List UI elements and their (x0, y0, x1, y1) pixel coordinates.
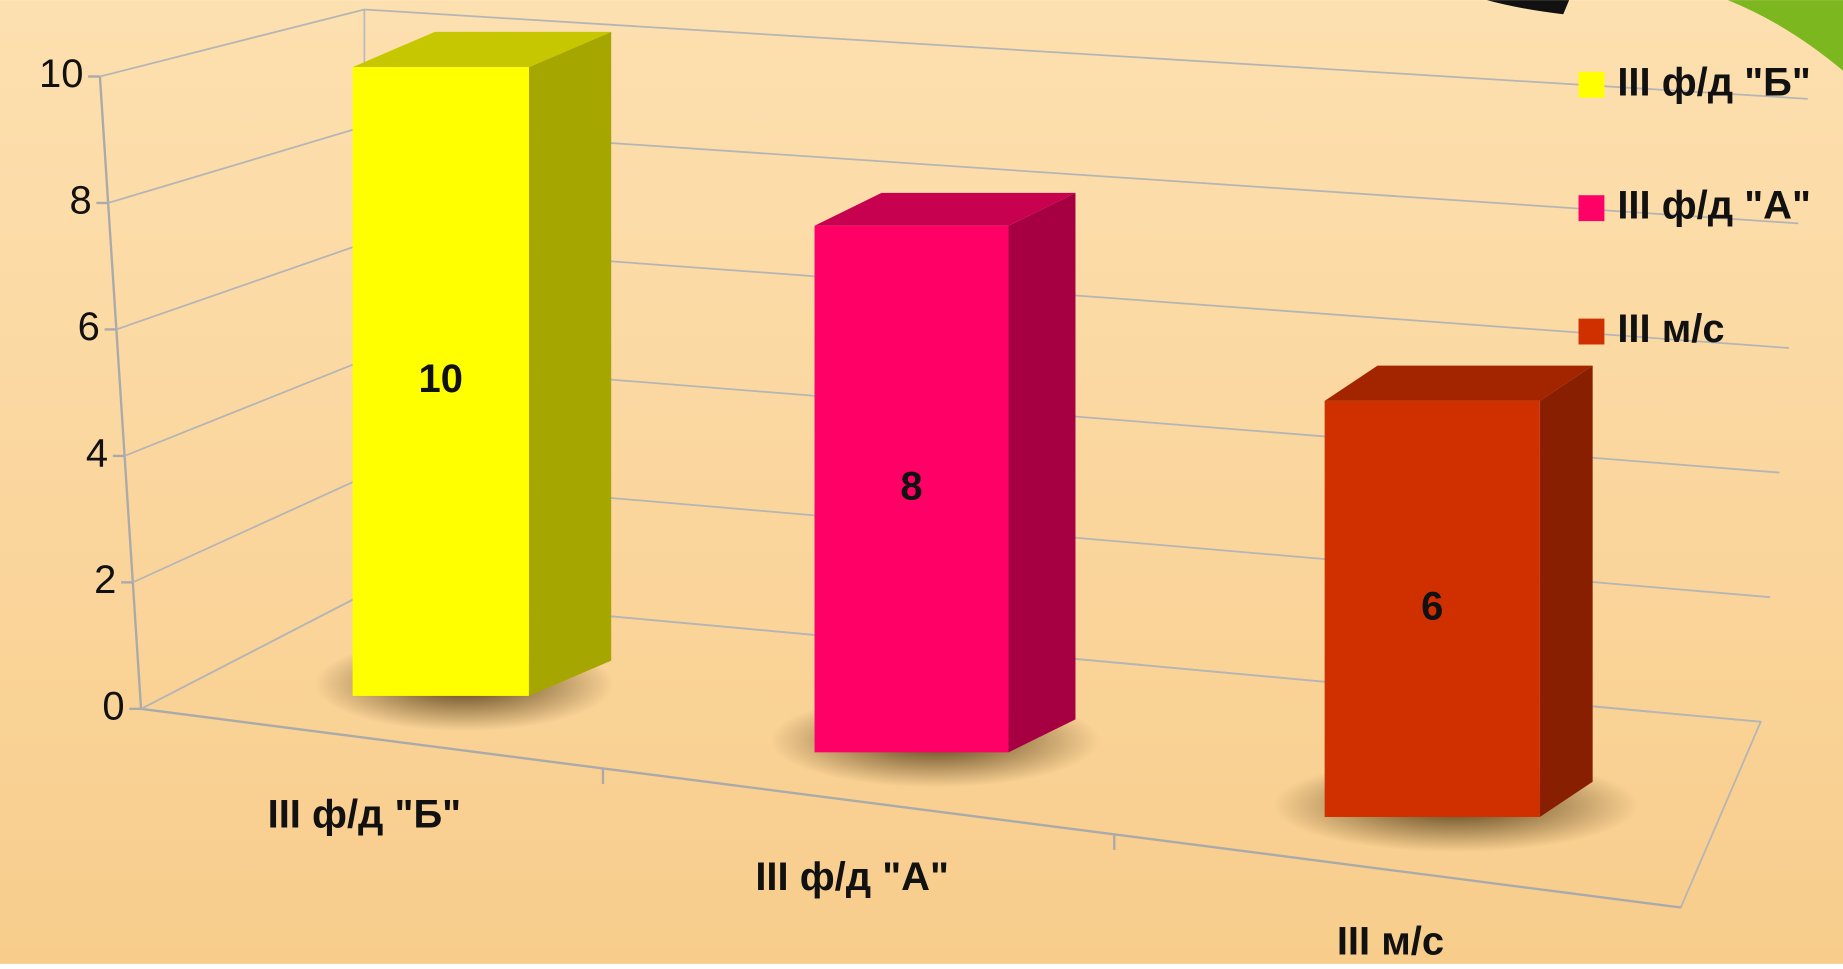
legend-swatch (1578, 195, 1605, 222)
data-label: 10 (419, 357, 463, 401)
bar-side (1008, 192, 1076, 753)
x-axis (140, 707, 1681, 909)
legend-label: III м/с (1617, 307, 1724, 351)
decoration (1727, 0, 1843, 71)
y-tick-label: 2 (94, 558, 116, 602)
bar (352, 67, 529, 696)
legend-swatch (1578, 71, 1605, 98)
legend-label: III ф/д "А" (1617, 184, 1811, 228)
x-tick-label: III ф/д "А" (755, 855, 949, 899)
bar-top (814, 192, 1076, 226)
y-tick-label: 6 (78, 305, 100, 349)
bar-side (528, 31, 612, 696)
y-tick-label: 8 (69, 179, 91, 223)
legend-swatch (1578, 318, 1605, 345)
decoration (1486, 0, 1570, 15)
y-tick-label: 10 (39, 52, 83, 96)
bar-top (352, 31, 612, 68)
grid-line (99, 8, 1808, 100)
bar (1324, 400, 1540, 817)
bar-top (1324, 365, 1593, 401)
y-tick-label: 4 (86, 431, 108, 475)
bar (814, 225, 1009, 753)
legend-label: III ф/д "Б" (1617, 60, 1811, 104)
y-axis (98, 76, 143, 709)
x-tick-label: III ф/д "Б" (268, 793, 462, 837)
y-tick-label: 0 (102, 684, 124, 728)
x-tick-label: III м/с (1337, 919, 1444, 963)
data-label: 6 (1421, 585, 1443, 629)
bar-side (1539, 365, 1593, 817)
data-label: 8 (900, 465, 922, 509)
